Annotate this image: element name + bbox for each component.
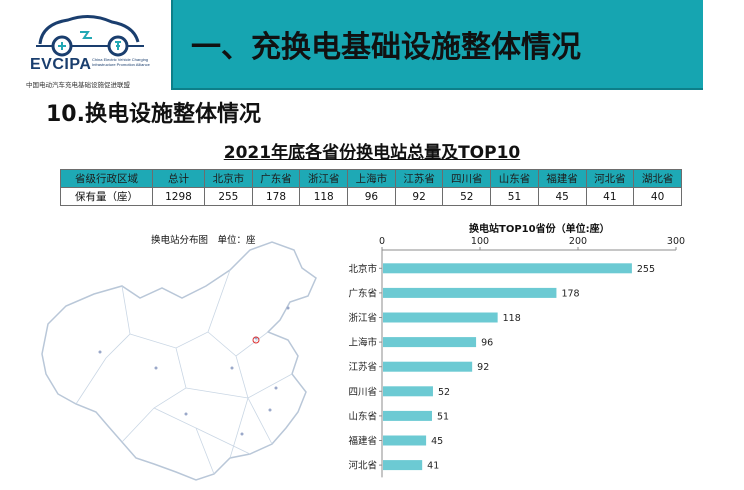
logo-cn-name: 中国电动汽车充电基础设施促进联盟 (26, 81, 130, 89)
header-banner: 一、充换电基础设施整体情况 (171, 0, 703, 90)
category-label: 河北省 (348, 460, 377, 472)
category-label: 福建省 (348, 435, 377, 447)
province-table: 省级行政区域 总计 北京市 广东省 浙江省 上海市 江苏省 四川省 山东省 福建… (60, 169, 682, 206)
table-header-cell: 总计 (152, 169, 205, 188)
logo-subtitle: China Electric Vehicle Charging Infrastr… (92, 57, 150, 67)
table-title: 2021年底各省份换电站总量及TOP10 (223, 143, 521, 163)
table-header-cell: 上海市 (347, 169, 396, 188)
car-logo-icon (36, 15, 144, 57)
bar (383, 361, 473, 372)
x-tick-label: 0 (379, 236, 385, 247)
category-label: 山东省 (348, 410, 377, 422)
category-label: 四川省 (348, 386, 377, 398)
bar (383, 337, 477, 348)
category-label: 浙江省 (348, 312, 377, 324)
bar (383, 410, 432, 421)
data-label: 41 (427, 461, 439, 472)
table-cell: 40 (633, 187, 682, 206)
table-cell: 255 (204, 187, 253, 206)
table-header-cell: 江苏省 (394, 169, 444, 188)
table-cell: 1298 (152, 187, 205, 206)
table-cell: 51 (490, 187, 539, 206)
data-label: 255 (637, 264, 655, 275)
category-label: 北京市 (348, 263, 377, 275)
table-header-cell: 湖北省 (633, 169, 682, 188)
table-row: 保有量（座） 1298 255 178 118 96 92 52 51 45 4… (60, 187, 682, 206)
table-header-cell: 福建省 (537, 169, 587, 188)
evcipa-logo: EVCIPA China Electric Vehicle Charging I… (20, 6, 170, 90)
x-tick-label: 100 (471, 236, 489, 247)
top10-bar-chart: 0 100 200 300 北京市 255 广东省 178 浙江省 118 上海市 96 江苏省 92 四川… (348, 236, 685, 478)
table-header-cell: 浙江省 (299, 169, 349, 188)
data-label: 52 (438, 387, 450, 398)
bar (383, 287, 557, 298)
table-cell: 45 (537, 187, 587, 206)
logo-brand: EVCIPA (30, 56, 92, 73)
table-cell: 118 (299, 187, 349, 206)
table-header-cell: 山东省 (490, 169, 539, 188)
category-label: 上海市 (348, 337, 377, 349)
category-label: 江苏省 (348, 361, 377, 373)
page-title: 一、充换电基础设施整体情况 (191, 30, 581, 65)
bar (383, 263, 632, 274)
data-label: 96 (481, 338, 493, 349)
category-label: 广东省 (348, 287, 377, 299)
table-title-wrap: 2021年底各省份换电站总量及TOP10 (0, 138, 744, 163)
section-title: 10.换电设施整体情况 (46, 102, 261, 127)
table-header-cell: 四川省 (442, 169, 492, 188)
table-header-cell: 广东省 (251, 169, 301, 188)
data-label: 178 (561, 288, 579, 299)
table-header-row: 省级行政区域 总计 北京市 广东省 浙江省 上海市 江苏省 四川省 山东省 福建… (60, 169, 682, 188)
x-tick-label: 200 (569, 236, 587, 247)
bar (383, 435, 427, 446)
data-label: 45 (431, 436, 443, 447)
table-header-cell: 河北省 (585, 169, 635, 188)
bar (383, 460, 423, 471)
map-title: 换电站分布图 单位：座 (151, 235, 256, 246)
table-cell: 178 (251, 187, 301, 206)
chart-title: 换电站TOP10省份（单位:座） (469, 224, 610, 235)
table-cell: 41 (585, 187, 635, 206)
table-cell: 96 (347, 187, 396, 206)
data-label: 118 (503, 313, 521, 324)
table-header-cell: 省级行政区域 (60, 169, 153, 188)
table-cell: 52 (442, 187, 492, 206)
bar (383, 312, 498, 323)
data-label: 51 (437, 411, 449, 422)
data-label: 92 (477, 362, 489, 373)
bar (383, 386, 433, 397)
china-map-illustration (41, 241, 317, 481)
distribution-map: 换电站分布图 单位：座 (36, 228, 346, 490)
table-header-cell: 北京市 (204, 169, 253, 188)
table-row-label: 保有量（座） (60, 187, 153, 206)
x-tick-label: 300 (667, 236, 685, 247)
table-cell: 92 (394, 187, 444, 206)
